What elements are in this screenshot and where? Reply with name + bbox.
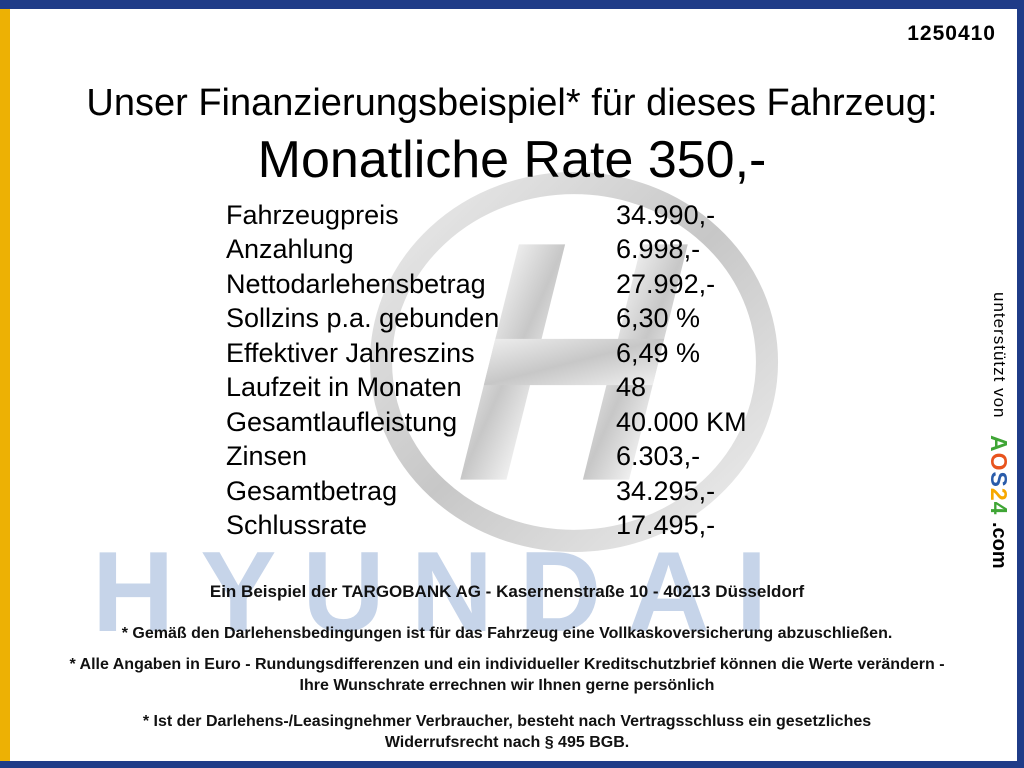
finance-row: Schlussrate 17.495,- (226, 509, 747, 544)
finance-row: Gesamtbetrag 34.295,- (226, 474, 747, 509)
aos24-letter: 4 (986, 501, 1012, 516)
finance-row-label: Laufzeit in Monaten (226, 372, 462, 403)
frame-left-border (0, 0, 10, 768)
finance-row-value: 6,30 % (616, 303, 701, 334)
finance-row-label: Zinsen (226, 441, 308, 472)
finance-row: Anzahlung 6.998,- (226, 233, 747, 268)
finance-row-value: 6.303,- (616, 441, 701, 472)
aos24-letter: 2 (986, 487, 1012, 502)
hyundai-wordmark-watermark: HYUNDAI (92, 529, 794, 656)
aos24-letter: S (986, 471, 1012, 488)
finance-row-value: 48 (616, 372, 647, 403)
footnote-insurance: * Gemäß den Darlehensbedingungen ist für… (121, 625, 893, 642)
footer: Ein Beispiel der TARGOBANK AG - Kasernen… (24, 582, 990, 754)
finance-row-value: 6.998,- (616, 234, 701, 265)
finance-row-label: Gesamtbetrag (226, 475, 398, 506)
finance-row-value: 6,49 % (616, 337, 701, 368)
finance-row: Sollzins p.a. gebunden 6,30 % (226, 302, 747, 337)
hyundai-logo-watermark-icon (369, 172, 779, 552)
finance-row-label: Schlussrate (226, 510, 368, 541)
frame-right-border (1017, 0, 1024, 768)
aos24-letter: A (986, 434, 1012, 453)
supported-by-label: unterstützt von (990, 292, 1009, 419)
finance-row-value: 27.992,- (616, 268, 716, 299)
monthly-rate-headline: Monatliche Rate 350,- (257, 131, 767, 189)
finance-row-label: Anzahlung (226, 234, 354, 265)
finance-row-value: 40.000 KM (616, 406, 747, 437)
finance-row: Nettodarlehensbetrag 27.992,- (226, 267, 747, 302)
finance-row: Laufzeit in Monaten 48 (226, 371, 747, 406)
finance-row-label: Nettodarlehensbetrag (226, 268, 486, 299)
finance-row-value: 17.495,- (616, 510, 716, 541)
finance-row-label: Gesamtlaufleistung (226, 406, 458, 437)
finance-row: Zinsen 6.303,- (226, 440, 747, 475)
aos24-domain-suffix: .com (988, 521, 1010, 569)
page-title: Unser Finanzierungsbeispiel* für dieses … (86, 82, 938, 124)
finance-row-value: 34.295,- (616, 475, 716, 506)
finance-row: Gesamtlaufleistung 40.000 KM (226, 405, 747, 440)
footnote-euro-values: * Alle Angaben in Euro - Rundungsdiffere… (69, 655, 945, 695)
frame-top-border (0, 0, 1024, 9)
aos24-letter: O (986, 452, 1012, 472)
aos24-logo: AOS24 (986, 423, 1012, 515)
bank-address-line: Ein Beispiel der TARGOBANK AG - Kasernen… (209, 582, 805, 601)
frame-bottom-border (0, 761, 1024, 768)
finance-row-label: Sollzins p.a. gebunden (226, 303, 500, 334)
finance-row: Effektiver Jahreszins 6,49 % (226, 336, 747, 371)
footnote-withdrawal: * Ist der Darlehens-/Leasingnehmer Verbr… (142, 712, 872, 752)
finance-row-label: Fahrzeugpreis (226, 199, 399, 230)
finance-table: Fahrzeugpreis 34.990,- Anzahlung 6.998,-… (226, 198, 747, 543)
finance-row: Fahrzeugpreis 34.990,- (226, 198, 747, 233)
finance-row-label: Effektiver Jahreszins (226, 337, 475, 368)
finance-row-value: 34.990,- (616, 199, 716, 230)
supported-by-strip: unterstützt von AOS24 .com (985, 292, 1012, 569)
offer-reference-number: 1250410 (907, 22, 996, 45)
